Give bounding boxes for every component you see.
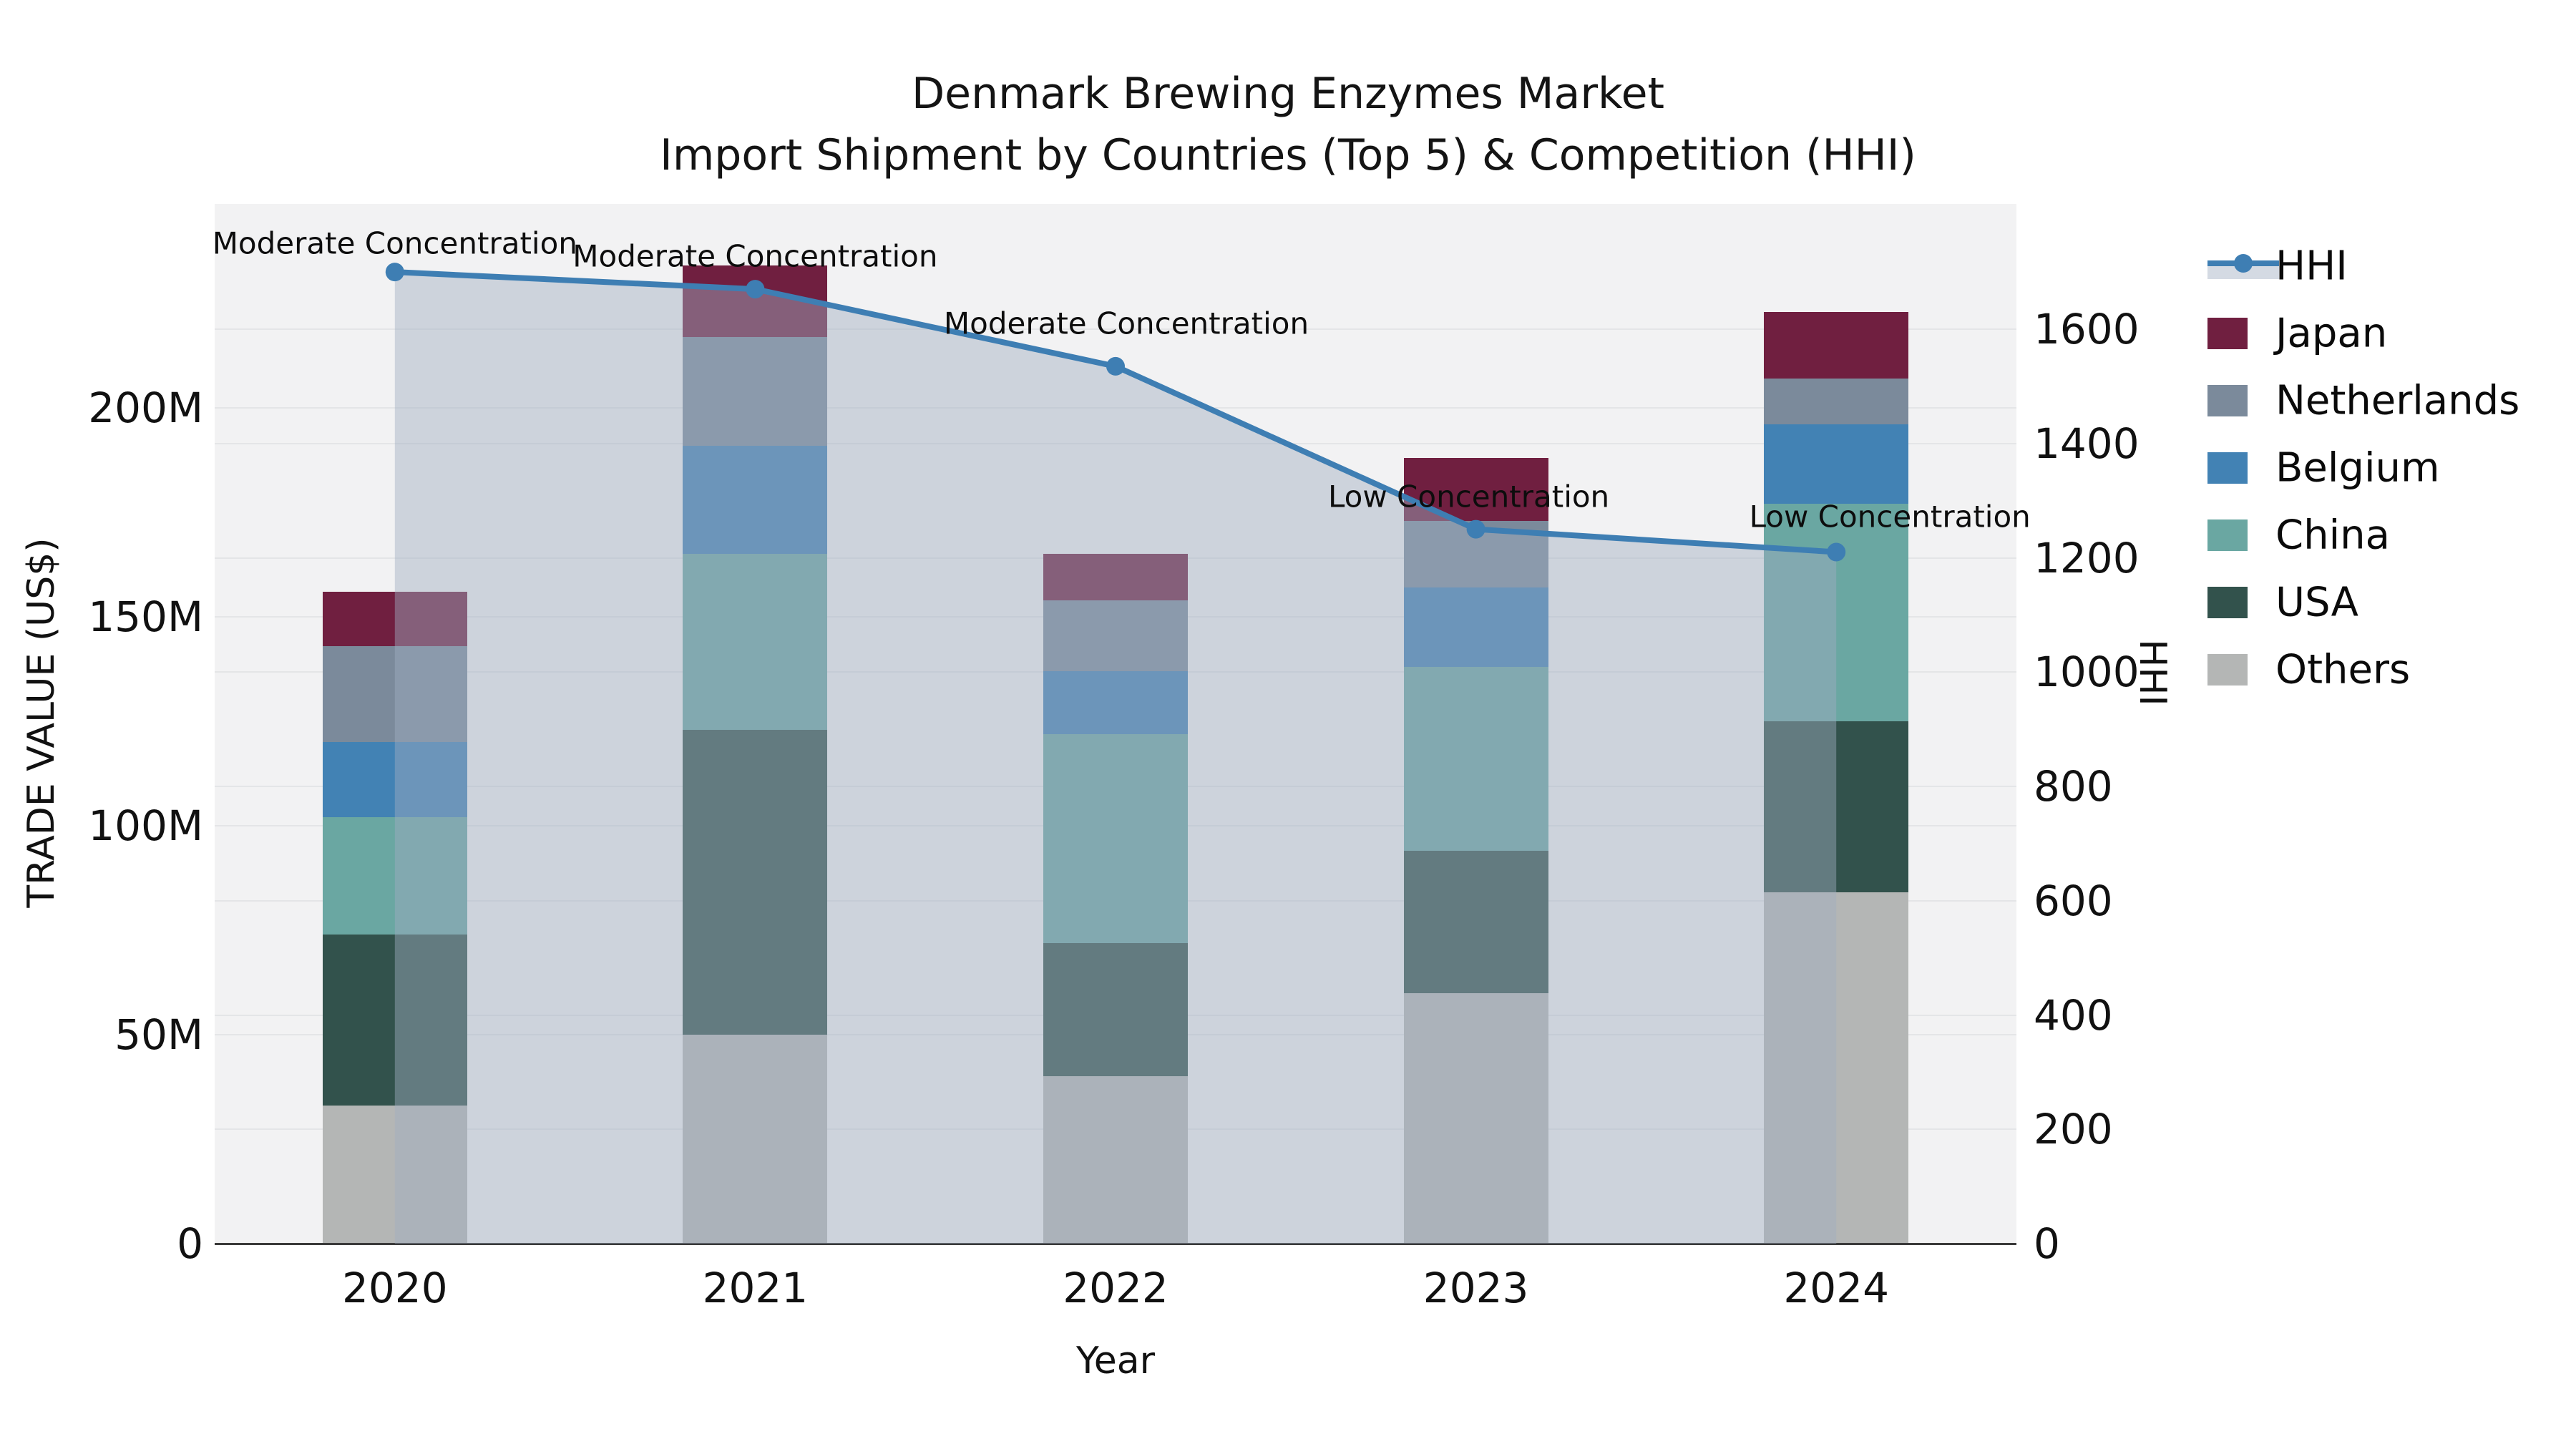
y-tick-right-1400: 1400 <box>2034 419 2140 468</box>
bar-segment-belgium-2022 <box>1043 670 1188 734</box>
y-tick-right-1000: 1000 <box>2034 648 2140 697</box>
bar-segment-china-2023 <box>1403 667 1548 852</box>
legend-label-china: China <box>2275 512 2390 559</box>
y-tick-right-800: 800 <box>2034 762 2113 811</box>
bar-segment-japan-2022 <box>1043 554 1188 600</box>
y-tick-left-0: 0 <box>177 1219 203 1268</box>
legend-label-hhi: HHI <box>2275 243 2348 290</box>
x-tick-label-2022: 2022 <box>1063 1264 1169 1312</box>
y-tick-right-400: 400 <box>2034 990 2113 1040</box>
bar-segment-others-2022 <box>1043 1076 1188 1244</box>
legend-label-japan: Japan <box>2275 310 2388 357</box>
legend-hhi-line-icon <box>2207 254 2279 279</box>
bar-segment-china-2020 <box>322 817 467 935</box>
bar-segment-japan-2020 <box>322 591 467 646</box>
legend-item-china: China <box>2207 512 2544 559</box>
bar-segment-netherlands-2020 <box>322 645 467 743</box>
y-axis-label-left: TRADE VALUE (US$) <box>20 537 63 908</box>
annotation-2022: Moderate Concentration <box>943 306 1309 341</box>
bar-segment-china-2021 <box>683 554 828 730</box>
chart-subtitle: Import Shipment by Countries (Top 5) & C… <box>660 130 1916 180</box>
bar-segment-belgium-2021 <box>683 445 828 555</box>
legend-item-netherlands: Netherlands <box>2207 377 2544 424</box>
gridline-trade-200M <box>215 407 2016 409</box>
legend-swatch-others <box>2207 654 2248 686</box>
legend-swatch-netherlands <box>2207 385 2248 416</box>
annotation-2023: Low Concentration <box>1328 479 1610 514</box>
bar-segment-netherlands-2022 <box>1043 600 1188 671</box>
y-tick-right-200: 200 <box>2034 1105 2113 1154</box>
legend-label-others: Others <box>2275 646 2411 693</box>
bar-segment-china-2022 <box>1043 733 1188 943</box>
bar-segment-japan-2021 <box>683 265 828 337</box>
legend-swatch-belgium <box>2207 452 2248 484</box>
legend-swatch-japan <box>2207 318 2248 349</box>
bar-segment-netherlands-2023 <box>1403 520 1548 588</box>
legend-item-usa: USA <box>2207 579 2544 626</box>
legend-item-japan: Japan <box>2207 310 2544 357</box>
bar-segment-others-2023 <box>1403 992 1548 1244</box>
legend-item-others: Others <box>2207 646 2544 693</box>
y-tick-left-100M: 100M <box>88 801 203 850</box>
bar-segment-others-2021 <box>683 1035 828 1244</box>
x-tick-label-2021: 2021 <box>702 1264 809 1312</box>
y-tick-right-1200: 1200 <box>2034 533 2140 582</box>
bar-segment-others-2020 <box>322 1106 467 1244</box>
bar-segment-usa-2023 <box>1403 851 1548 993</box>
legend-swatch-usa <box>2207 587 2248 618</box>
y-tick-left-150M: 150M <box>88 592 203 641</box>
bar-segment-netherlands-2024 <box>1764 379 1909 425</box>
legend-label-netherlands: Netherlands <box>2275 377 2520 424</box>
legend-swatch-china <box>2207 519 2248 551</box>
annotation-2021: Moderate Concentration <box>572 238 938 274</box>
x-tick-label-2023: 2023 <box>1423 1264 1529 1312</box>
bar-segment-netherlands-2021 <box>683 336 828 446</box>
y-tick-left-50M: 50M <box>114 1010 203 1059</box>
bar-segment-usa-2022 <box>1043 942 1188 1077</box>
legend-item-belgium: Belgium <box>2207 444 2544 492</box>
bar-segment-usa-2021 <box>683 729 828 1035</box>
x-tick-label-2020: 2020 <box>341 1264 448 1312</box>
y-tick-right-600: 600 <box>2034 876 2113 925</box>
x-axis-label: Year <box>1075 1340 1156 1382</box>
bar-segment-china-2024 <box>1764 504 1909 721</box>
x-axis-line <box>215 1243 2016 1245</box>
bar-segment-usa-2020 <box>322 934 467 1106</box>
legend-label-belgium: Belgium <box>2275 444 2440 492</box>
y-tick-left-200M: 200M <box>88 384 203 432</box>
annotation-2020: Moderate Concentration <box>212 225 577 261</box>
gridline-hhi-1400 <box>215 442 2016 444</box>
bar-segment-belgium-2023 <box>1403 587 1548 668</box>
plot-area <box>215 204 2016 1244</box>
chart-title: Denmark Brewing Enzymes Market <box>911 69 1665 119</box>
legend-item-hhi: HHI <box>2207 243 2544 290</box>
bar-segment-belgium-2020 <box>322 742 467 818</box>
bar-segment-japan-2024 <box>1764 311 1909 379</box>
annotation-2024: Low Concentration <box>1749 499 2031 534</box>
bar-segment-usa-2024 <box>1764 721 1909 893</box>
x-tick-label-2024: 2024 <box>1783 1264 1889 1312</box>
y-tick-right-0: 0 <box>2034 1219 2060 1268</box>
legend-label-usa: USA <box>2275 579 2358 626</box>
bar-segment-others-2024 <box>1764 892 1909 1244</box>
y-tick-right-1600: 1600 <box>2034 305 2140 353</box>
bar-segment-belgium-2024 <box>1764 424 1909 504</box>
